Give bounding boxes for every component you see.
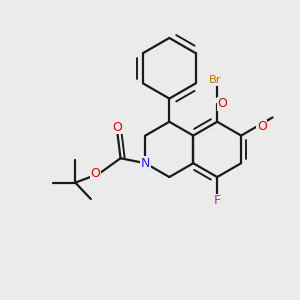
Text: O: O — [91, 167, 100, 180]
Text: F: F — [214, 194, 221, 207]
Text: O: O — [257, 120, 267, 133]
Text: O: O — [112, 121, 122, 134]
Text: O: O — [218, 98, 227, 110]
Text: Br: Br — [208, 76, 221, 85]
Text: N: N — [141, 157, 150, 170]
